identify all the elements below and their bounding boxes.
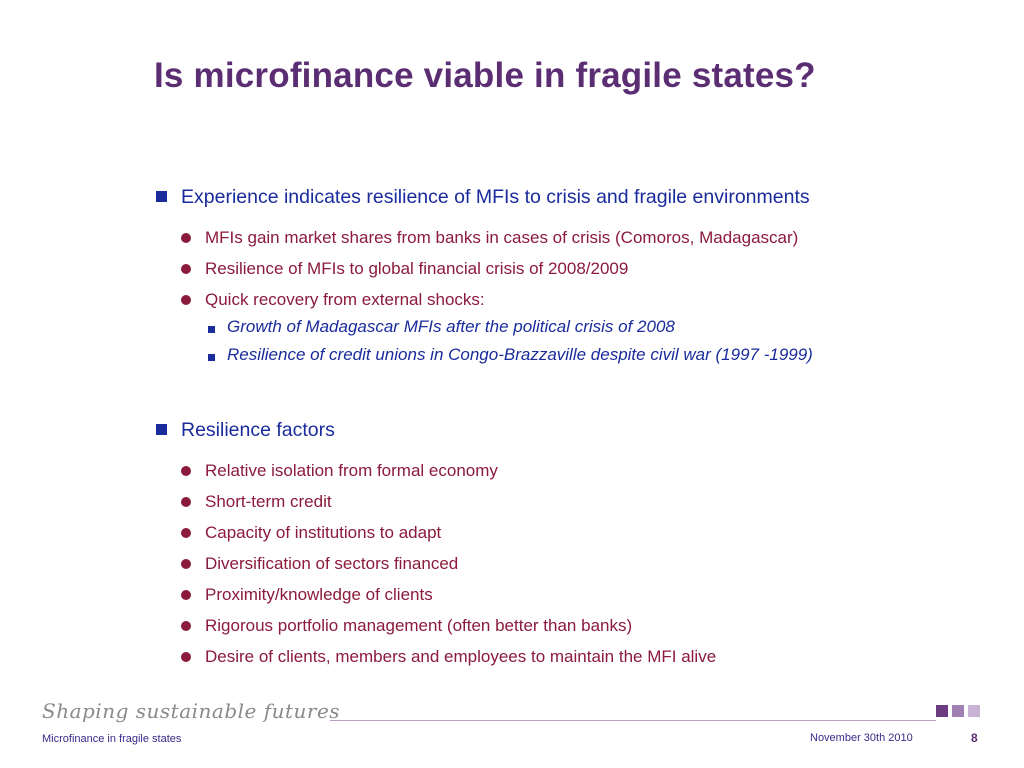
- bullet-text: Quick recovery from external shocks:: [205, 290, 485, 309]
- bullet-heading: Resilience factors: [181, 419, 335, 441]
- footer-divider: [330, 720, 936, 721]
- square-bullet-icon: [156, 191, 167, 202]
- bullet-text: Desire of clients, members and employees…: [205, 647, 717, 666]
- footer-presentation-title: Microfinance in fragile states: [42, 733, 182, 745]
- bullet-section-resilience-factors: Resilience factors: [155, 417, 1015, 443]
- bullet-item: Quick recovery from external shocks:: [155, 287, 1015, 313]
- round-bullet-icon: [181, 466, 191, 476]
- bullet-item: Proximity/knowledge of clients: [155, 582, 1015, 608]
- decorative-square-icon: [952, 705, 964, 717]
- bullet-text: Rigorous portfolio management (often bet…: [205, 616, 633, 635]
- small-square-bullet-icon: [208, 354, 215, 361]
- square-bullet-icon: [156, 424, 167, 435]
- sub-bullet-text: Growth of Madagascar MFIs after the poli…: [227, 317, 675, 336]
- bullet-text: Diversification of sectors financed: [205, 554, 459, 573]
- round-bullet-icon: [181, 621, 191, 631]
- sub-bullet-item: Resilience of credit unions in Congo-Bra…: [155, 341, 1015, 369]
- footer-date: November 30th 2010: [810, 732, 913, 744]
- decorative-square-icon: [968, 705, 980, 717]
- round-bullet-icon: [181, 590, 191, 600]
- bullet-item: Rigorous portfolio management (often bet…: [155, 613, 1015, 639]
- round-bullet-icon: [181, 233, 191, 243]
- bullet-item: Diversification of sectors financed: [155, 551, 1015, 577]
- page-number: 8: [971, 731, 978, 745]
- bullet-text: MFIs gain market shares from banks in ca…: [205, 228, 799, 247]
- bullet-item: Resilience of MFIs to global financial c…: [155, 256, 1015, 282]
- bullet-item: Short-term credit: [155, 489, 1015, 515]
- bullet-heading: Experience indicates resilience of MFIs …: [181, 186, 810, 208]
- round-bullet-icon: [181, 497, 191, 507]
- bullet-item: Relative isolation from formal economy: [155, 458, 1015, 484]
- slide-title: Is microfinance viable in fragile states…: [154, 56, 816, 95]
- round-bullet-icon: [181, 528, 191, 538]
- round-bullet-icon: [181, 652, 191, 662]
- sub-bullet-item: Growth of Madagascar MFIs after the poli…: [155, 313, 1015, 341]
- bullet-item: Capacity of institutions to adapt: [155, 520, 1015, 546]
- bullet-text: Proximity/knowledge of clients: [205, 585, 433, 604]
- bullet-item: Desire of clients, members and employees…: [155, 644, 1015, 670]
- brand-tagline: Shaping sustainable futures: [42, 699, 341, 723]
- bullet-text: Resilience of MFIs to global financial c…: [205, 259, 629, 278]
- bullet-text: Relative isolation from formal economy: [205, 461, 498, 480]
- bullet-text: Short-term credit: [205, 492, 332, 511]
- slide-content: Experience indicates resilience of MFIs …: [155, 184, 1015, 670]
- sub-bullet-text: Resilience of credit unions in Congo-Bra…: [227, 345, 813, 364]
- small-square-bullet-icon: [208, 326, 215, 333]
- round-bullet-icon: [181, 559, 191, 569]
- decorative-square-icon: [936, 705, 948, 717]
- bullet-item: MFIs gain market shares from banks in ca…: [155, 225, 1015, 251]
- bullet-text: Capacity of institutions to adapt: [205, 523, 442, 542]
- round-bullet-icon: [181, 295, 191, 305]
- round-bullet-icon: [181, 264, 191, 274]
- bullet-section-experience: Experience indicates resilience of MFIs …: [155, 184, 1015, 210]
